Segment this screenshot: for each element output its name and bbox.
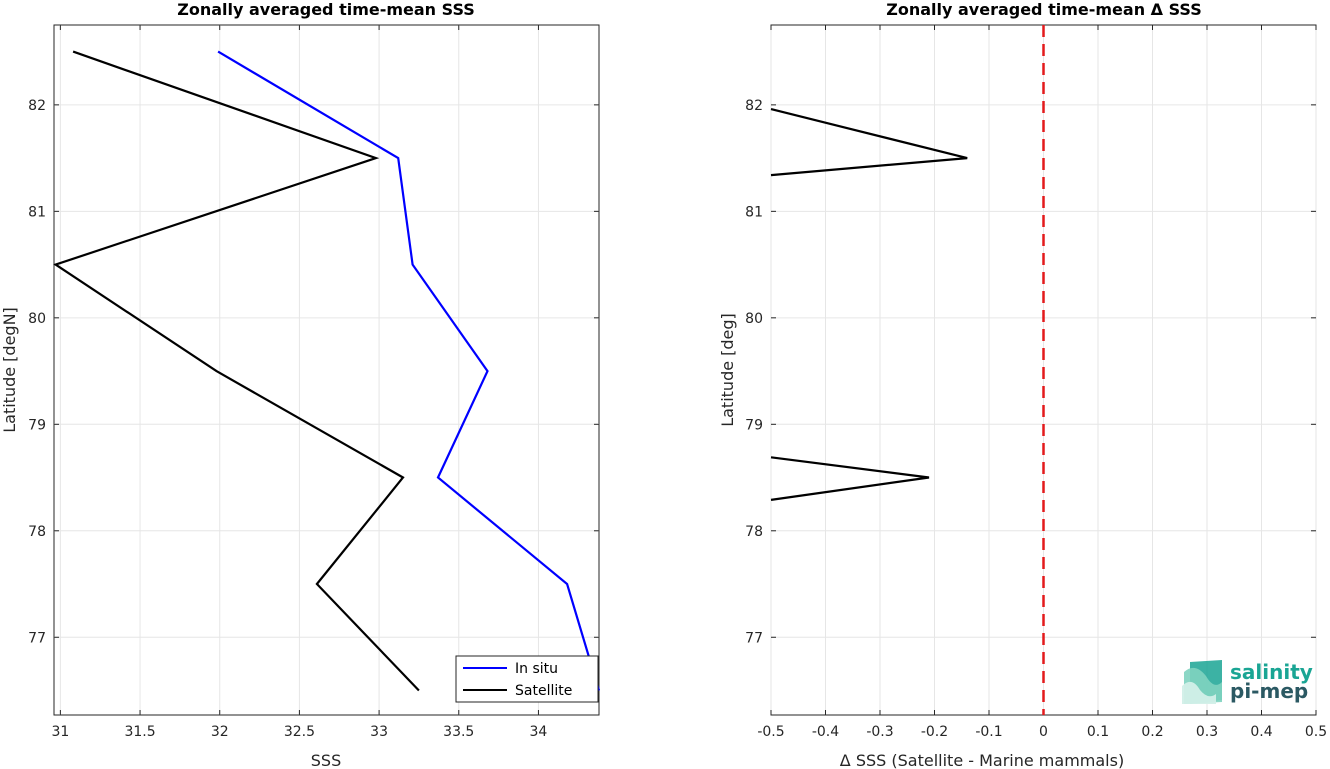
- y-tick-label-sss: 82: [28, 98, 46, 114]
- x-tick-label-sss: 32: [211, 724, 229, 740]
- x-tick-label-sss: 33.5: [443, 724, 474, 740]
- y-tick-label-sss: 80: [28, 311, 46, 327]
- logo-text-salinity: salinity: [1230, 660, 1313, 684]
- series-delta-sss: [770, 25, 1045, 715]
- y-tick-label-sss: 77: [28, 630, 46, 646]
- x-tick-label-sss: 32.5: [284, 724, 315, 740]
- x-tick-label-delta-sss: -0.2: [921, 724, 948, 740]
- x-tick-label-delta-sss: 0.1: [1087, 724, 1109, 740]
- delta-sss-panel: Zonally averaged time-mean Δ SSS -0.5 -0.…: [718, 0, 1327, 769]
- legend-label-in-situ: In situ: [515, 661, 558, 677]
- sss-panel: Zonally averaged time-mean SSS 31 31.5 32 3…: [0, 0, 601, 769]
- y-tick-label-sss: 78: [28, 524, 46, 540]
- y-tick-label-delta-sss: 77: [745, 630, 763, 646]
- chart-title-delta-sss: Zonally averaged time-mean Δ SSS: [886, 0, 1202, 19]
- y-tick-label-delta-sss: 78: [745, 524, 763, 540]
- logo-text-pimep: pi-mep: [1230, 679, 1308, 703]
- legend: In situ Satellite: [455, 655, 599, 703]
- x-axis-label-delta-sss: Δ SSS (Satellite - Marine mammals): [840, 751, 1124, 769]
- ticks-delta-sss: -0.5 -0.4 -0.3 -0.2 -0.1 0 0.1 0.2 0.3 0.4 0.5 77 78…: [745, 25, 1327, 740]
- x-tick-label-delta-sss: 0: [1039, 724, 1048, 740]
- x-tick-label-delta-sss: -0.4: [812, 724, 839, 740]
- plot-area-sss: [53, 24, 600, 716]
- x-tick-label-sss: 33: [370, 724, 388, 740]
- series-line-satellite: [53, 50, 420, 692]
- series-sss: [53, 50, 601, 692]
- y-tick-label-delta-sss: 79: [745, 417, 763, 433]
- y-tick-label-sss: 79: [28, 417, 46, 433]
- x-tick-label-delta-sss: 0.3: [1196, 724, 1218, 740]
- x-tick-label-delta-sss: 0.5: [1305, 724, 1327, 740]
- y-tick-label-delta-sss: 82: [745, 98, 763, 114]
- series-line-segment-1: [770, 108, 968, 177]
- grid-sss: [54, 25, 599, 715]
- series-line-segment-2: [770, 456, 930, 501]
- legend-label-satellite: Satellite: [515, 683, 572, 699]
- x-tick-label-delta-sss: -0.5: [757, 724, 784, 740]
- x-tick-label-sss: 31: [51, 724, 69, 740]
- logo-wave-shape-3: [1182, 681, 1216, 704]
- y-tick-label-delta-sss: 81: [745, 204, 763, 220]
- x-tick-label-delta-sss: 0.2: [1141, 724, 1163, 740]
- x-tick-label-sss: 31.5: [124, 724, 155, 740]
- x-tick-label-delta-sss: -0.3: [866, 724, 893, 740]
- series-line-in-situ: [217, 50, 601, 691]
- y-tick-label-delta-sss: 80: [745, 311, 763, 327]
- legend-box: [455, 655, 599, 703]
- x-tick-label-sss: 34: [530, 724, 548, 740]
- ticks-sss: 31 31.5 32 32.5 33 33.5 34 77 78 79 80 81 82: [28, 25, 599, 740]
- y-axis-label-delta-sss: Latitude [deg]: [718, 313, 737, 427]
- salinity-pimep-logo: salinity pi-mep: [1182, 660, 1313, 704]
- y-tick-label-sss: 81: [28, 204, 46, 220]
- chart-title-sss: Zonally averaged time-mean SSS: [177, 0, 475, 19]
- x-tick-label-delta-sss: -0.1: [975, 724, 1002, 740]
- x-axis-label-sss: SSS: [311, 751, 341, 769]
- x-tick-label-delta-sss: 0.4: [1250, 724, 1272, 740]
- y-axis-label-sss: Latitude [degN]: [0, 307, 19, 433]
